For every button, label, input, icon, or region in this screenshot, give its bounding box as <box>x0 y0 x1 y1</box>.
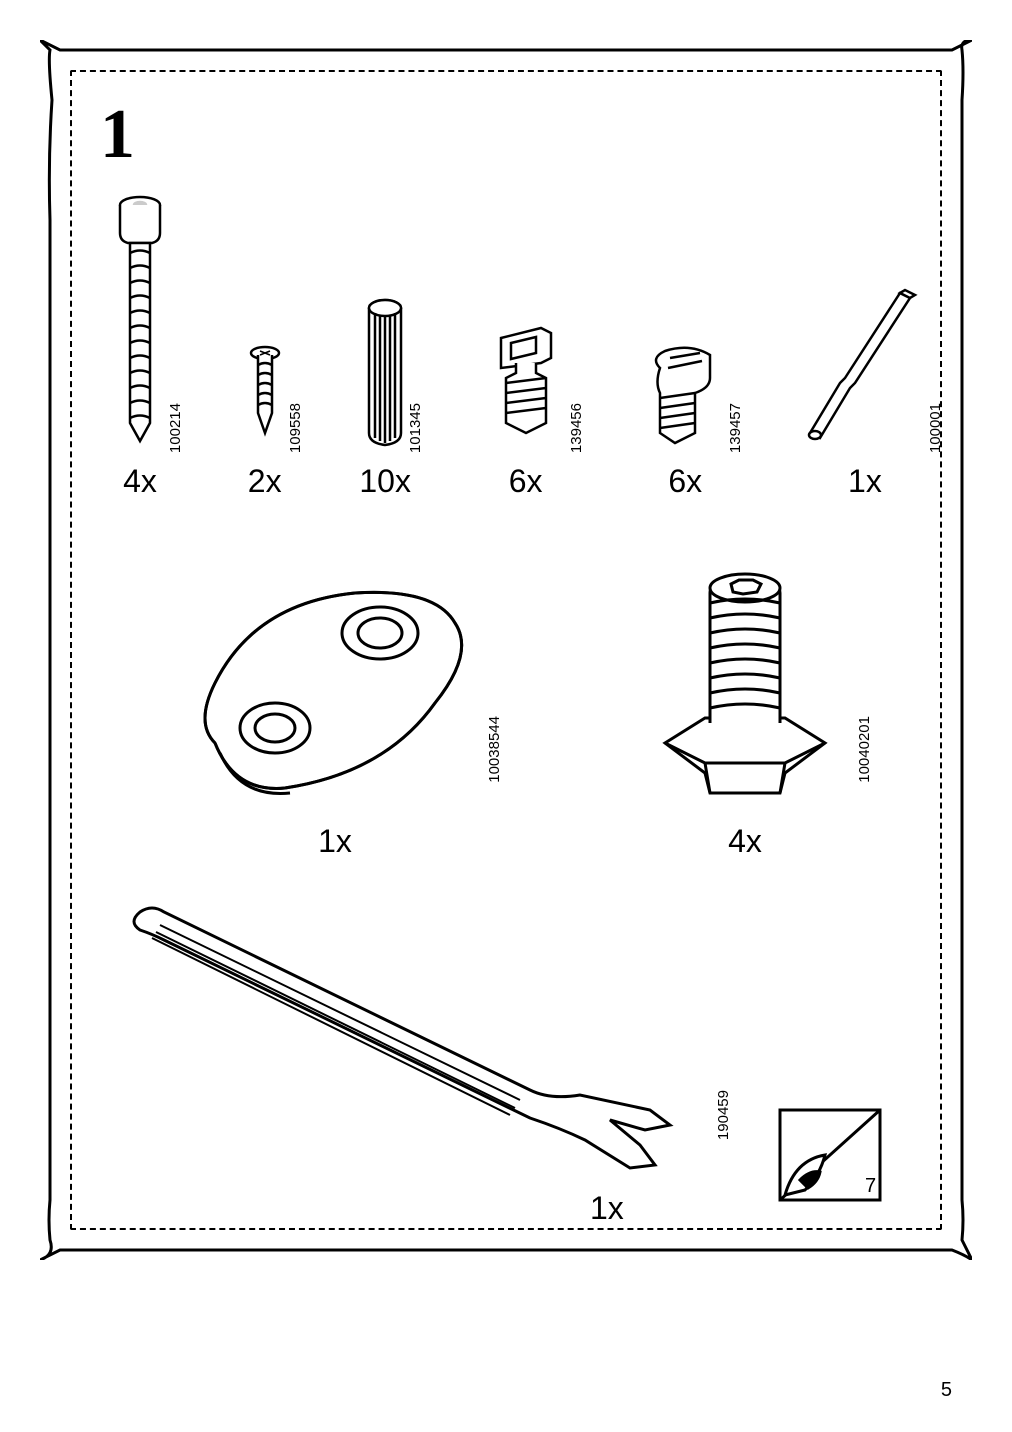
hardware-item: 139457 6x <box>640 193 730 500</box>
hardware-item: 101345 10x <box>359 193 411 500</box>
part-number: 100001 <box>927 403 944 453</box>
hardware-item: 109558 2x <box>240 193 290 500</box>
wrench-icon <box>110 890 730 1190</box>
part-number: 100214 <box>167 403 184 453</box>
part-number: 10038544 <box>486 716 503 783</box>
hardware-row-3: 190459 1x 7 <box>110 890 930 1230</box>
hex-bolt-icon <box>635 563 855 813</box>
quantity: 2x <box>248 463 282 500</box>
hardware-item: 10038544 1x <box>185 553 485 860</box>
quantity: 6x <box>668 463 702 500</box>
part-number: 139456 <box>568 403 585 453</box>
page-number: 5 <box>941 1379 952 1402</box>
flip-page-number: 7 <box>865 1175 876 1197</box>
quantity: 4x <box>728 823 762 860</box>
quantity: 1x <box>848 463 882 500</box>
part-number: 139457 <box>727 403 744 453</box>
hardware-item: 100214 4x <box>110 193 170 500</box>
part-number: 101345 <box>407 403 424 453</box>
dowel-icon <box>360 293 410 453</box>
part-number: 109558 <box>287 403 304 453</box>
quantity: 1x <box>318 823 352 860</box>
allen-key-icon <box>800 283 930 453</box>
flip-page-box: 7 <box>770 1100 890 1210</box>
quantity: 4x <box>123 463 157 500</box>
part-number: 190459 <box>715 1090 732 1140</box>
part-number: 10040201 <box>856 716 873 783</box>
cam-lock-icon <box>640 343 730 453</box>
cam-bolt-clip-icon <box>481 323 571 453</box>
screw-small-icon <box>240 343 290 453</box>
mounting-plate-icon <box>185 563 485 813</box>
quantity: 10x <box>359 463 411 500</box>
hardware-item: 10040201 4x <box>635 553 855 860</box>
hardware-item: 139456 6x <box>481 193 571 500</box>
hardware-row-2: 10038544 1x <box>110 540 930 860</box>
hardware-item: 100001 1x <box>800 193 930 500</box>
quantity: 6x <box>509 463 543 500</box>
screw-large-icon <box>110 193 170 453</box>
hardware-row-1: 100214 4x 109558 2x <box>110 180 930 500</box>
quantity: 1x <box>590 1190 624 1227</box>
step-number: 1 <box>100 95 135 175</box>
